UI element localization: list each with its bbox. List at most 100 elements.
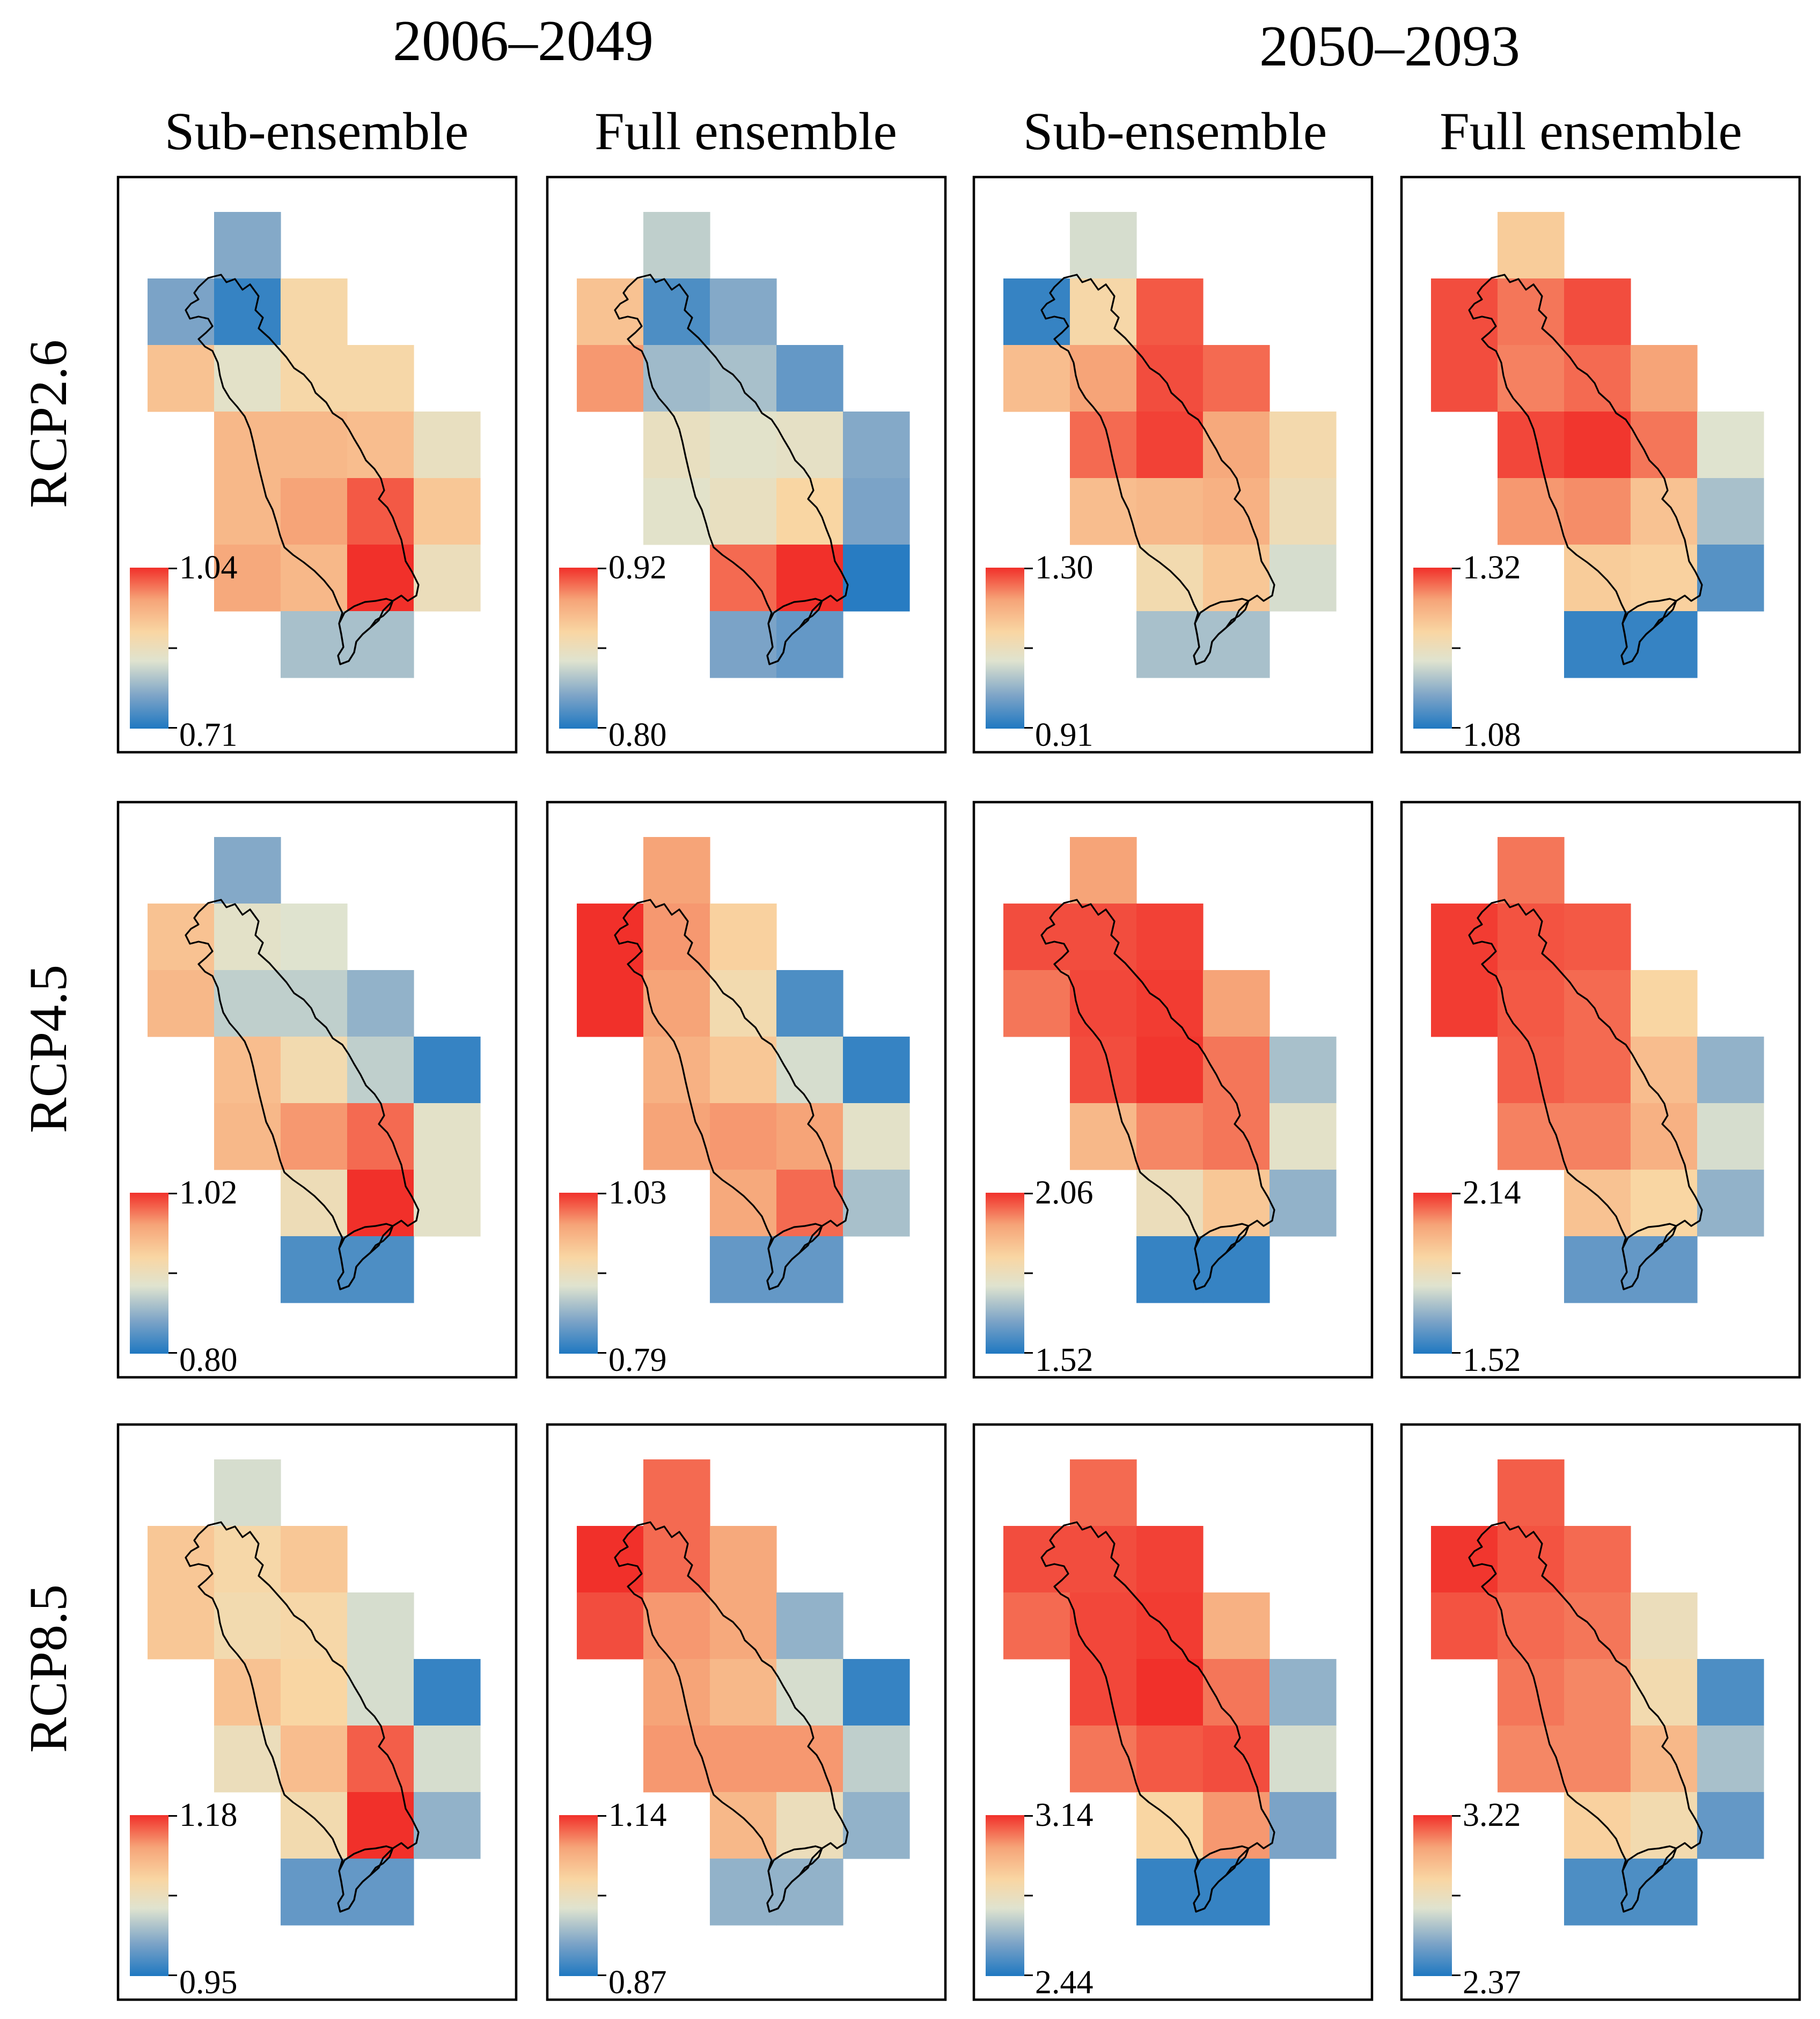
grid-cell (281, 1037, 348, 1104)
grid-cell (1070, 345, 1137, 412)
colorbar (559, 1193, 598, 1354)
grid-cell (281, 478, 348, 545)
grid-cell (1564, 345, 1631, 412)
delta-coastline (337, 1223, 394, 1290)
grid-cell (281, 904, 348, 971)
grid-cell (1631, 1726, 1698, 1793)
colorbar-max-label: 1.14 (608, 1797, 667, 1833)
grid-cell (843, 1103, 910, 1170)
heatmap-panel: 2.06 1.52 (972, 801, 1374, 1379)
grid-cell (1697, 1037, 1764, 1104)
grid-cell (643, 1103, 710, 1170)
grid-cell (710, 1526, 777, 1593)
grid-cell (1697, 545, 1764, 612)
colorbar-min-label: 0.71 (179, 717, 238, 753)
grid-cell (776, 970, 843, 1037)
grid-cell (1136, 970, 1203, 1037)
grid-cell (1631, 1592, 1698, 1660)
colorbar-max-label: 1.02 (179, 1174, 238, 1211)
grid-cell (1136, 478, 1203, 545)
colorbar-max-label: 1.32 (1463, 549, 1521, 586)
col-title-2: Full ensemble (595, 101, 897, 161)
grid-cell (347, 345, 414, 412)
grid-cell (710, 970, 777, 1037)
grid-cell (414, 1037, 481, 1104)
grid-cell (1070, 1526, 1137, 1593)
grid-cell (281, 1236, 348, 1303)
col-title-1: Sub-ensemble (165, 101, 469, 161)
heatmap-panel: 2.14 1.52 (1400, 801, 1801, 1379)
grid-cell (1564, 1859, 1631, 1926)
grid-cell (1498, 212, 1565, 279)
grid-cell (1631, 345, 1698, 412)
colorbar-max-label: 3.14 (1035, 1797, 1094, 1833)
grid-cell (1136, 904, 1203, 971)
colorbar (1413, 568, 1452, 729)
grid-cell (281, 1859, 348, 1926)
grid-cell (148, 970, 215, 1037)
grid-cell (1203, 611, 1270, 678)
grid-cell (776, 1859, 843, 1926)
grid-cell (1003, 278, 1070, 346)
colorbar-max-label: 2.06 (1035, 1174, 1094, 1211)
grid-cell (710, 412, 777, 479)
grid-cell (1070, 212, 1137, 279)
grid-cell (1697, 1659, 1764, 1726)
grid-cell (843, 545, 910, 612)
grid-cell (1564, 970, 1631, 1037)
grid-cell (710, 345, 777, 412)
grid-cell (843, 412, 910, 479)
grid-cell (281, 1659, 348, 1726)
colorbar (130, 1815, 168, 1976)
heatmap-panel: 1.04 0.71 (116, 175, 518, 754)
grid-cell (1203, 1726, 1270, 1793)
grid-cell (1070, 970, 1137, 1037)
grid-cell (1003, 904, 1070, 971)
grid-cell (1269, 1103, 1337, 1170)
row-title-rcp26: RCP2.6 (18, 340, 78, 508)
heatmap-panel: 1.18 0.95 (116, 1423, 518, 2001)
grid-cell (643, 345, 710, 412)
heatmap-panel: 1.03 0.79 (546, 801, 947, 1379)
grid-cell (776, 1726, 843, 1793)
grid-cell (1070, 904, 1137, 971)
grid-cell (281, 412, 348, 479)
grid-cell (1003, 970, 1070, 1037)
colorbar (130, 568, 168, 729)
grid-cell (1269, 412, 1337, 479)
grid-cell (1431, 970, 1498, 1037)
colorbar-min-label: 2.44 (1035, 1964, 1094, 2001)
grid-cell (1498, 478, 1565, 545)
grid-cell (776, 478, 843, 545)
grid-cell (843, 1726, 910, 1793)
grid-cell (776, 611, 843, 678)
grid-cell (1498, 345, 1565, 412)
grid-cell (281, 1103, 348, 1170)
colorbar-min-label: 0.80 (179, 1342, 238, 1378)
grid-cell (148, 1526, 215, 1593)
delta-coastline (1193, 598, 1250, 665)
grid-cell (347, 970, 414, 1037)
grid-cell (347, 478, 414, 545)
colorbar-min-label: 1.52 (1463, 1342, 1521, 1378)
grid-cell (414, 412, 481, 479)
grid-cell (1136, 1659, 1203, 1726)
grid-cell (214, 1592, 281, 1660)
grid-cell (1564, 1659, 1631, 1726)
grid-cell (148, 904, 215, 971)
grid-cell (214, 970, 281, 1037)
grid-cell (347, 1859, 414, 1926)
colorbar-min-label: 0.87 (608, 1964, 667, 2001)
grid-cell (643, 478, 710, 545)
grid-cell (1070, 478, 1137, 545)
grid-cell (776, 1103, 843, 1170)
grid-cell (414, 478, 481, 545)
grid-cell (1697, 478, 1764, 545)
grid-cell (1631, 1103, 1698, 1170)
grid-cell (1498, 1103, 1565, 1170)
heatmap-panel: 0.92 0.80 (546, 175, 947, 754)
period-title-2: 2050–2093 (1259, 14, 1520, 78)
grid-cell (1697, 1726, 1764, 1793)
grid-cell (1070, 1459, 1137, 1526)
